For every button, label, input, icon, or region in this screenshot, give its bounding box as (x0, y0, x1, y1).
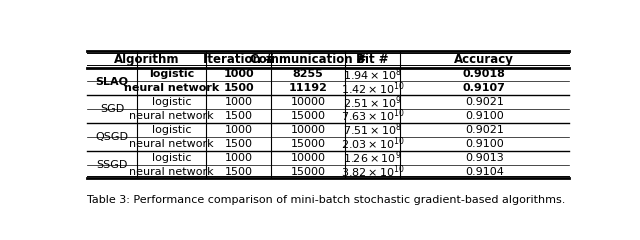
Text: $1.42 \times 10^{10}$: $1.42 \times 10^{10}$ (340, 80, 404, 97)
Text: SSGD: SSGD (97, 160, 128, 170)
Text: 1500: 1500 (225, 139, 253, 149)
Text: neural network: neural network (129, 139, 214, 149)
Text: 10000: 10000 (291, 125, 326, 135)
Text: neural network: neural network (129, 111, 214, 121)
Text: $2.03 \times 10^{10}$: $2.03 \times 10^{10}$ (340, 136, 404, 152)
Text: 11192: 11192 (289, 83, 328, 93)
Text: 0.9021: 0.9021 (465, 97, 504, 107)
Text: logistic: logistic (152, 153, 191, 163)
Text: 0.9100: 0.9100 (465, 111, 504, 121)
Text: Bit #: Bit # (356, 53, 389, 66)
Text: QSGD: QSGD (96, 132, 129, 142)
Text: SLAQ: SLAQ (96, 76, 129, 86)
Text: $7.63 \times 10^{10}$: $7.63 \times 10^{10}$ (340, 108, 404, 124)
Text: $3.82 \times 10^{10}$: $3.82 \times 10^{10}$ (340, 163, 404, 180)
Text: Table 3: Performance comparison of mini-batch stochastic gradient-based algorith: Table 3: Performance comparison of mini-… (88, 195, 566, 205)
Text: 15000: 15000 (291, 167, 326, 177)
Text: 10000: 10000 (291, 153, 326, 163)
Text: 0.9104: 0.9104 (465, 167, 504, 177)
Text: 0.9107: 0.9107 (463, 83, 506, 93)
Text: 8255: 8255 (292, 70, 324, 79)
Text: 1500: 1500 (225, 167, 253, 177)
Text: 1500: 1500 (225, 111, 253, 121)
Text: Iteration #: Iteration # (203, 53, 275, 66)
Text: $1.26 \times 10^{9}$: $1.26 \times 10^{9}$ (344, 149, 402, 166)
Text: 0.9013: 0.9013 (465, 153, 504, 163)
Text: 1000: 1000 (225, 153, 253, 163)
Text: 1500: 1500 (223, 83, 254, 93)
Text: $2.51 \times 10^{9}$: $2.51 \times 10^{9}$ (343, 94, 402, 110)
Text: logistic: logistic (152, 125, 191, 135)
Text: neural network: neural network (124, 83, 220, 93)
Text: 1000: 1000 (223, 70, 254, 79)
Text: 1000: 1000 (225, 97, 253, 107)
Text: Communication #: Communication # (250, 53, 367, 66)
Text: SGD: SGD (100, 104, 124, 114)
Text: $7.51 \times 10^{8}$: $7.51 \times 10^{8}$ (343, 122, 402, 138)
Text: 15000: 15000 (291, 139, 326, 149)
Text: neural network: neural network (129, 167, 214, 177)
Text: 0.9021: 0.9021 (465, 125, 504, 135)
Text: 1000: 1000 (225, 125, 253, 135)
Text: $1.94 \times 10^{8}$: $1.94 \times 10^{8}$ (343, 66, 402, 83)
Text: Accuracy: Accuracy (454, 53, 514, 66)
Text: logistic: logistic (149, 70, 195, 79)
Text: 0.9100: 0.9100 (465, 139, 504, 149)
Text: 0.9018: 0.9018 (463, 70, 506, 79)
Text: Algorithm: Algorithm (114, 53, 180, 66)
Text: 15000: 15000 (291, 111, 326, 121)
Text: logistic: logistic (152, 97, 191, 107)
Text: 10000: 10000 (291, 97, 326, 107)
